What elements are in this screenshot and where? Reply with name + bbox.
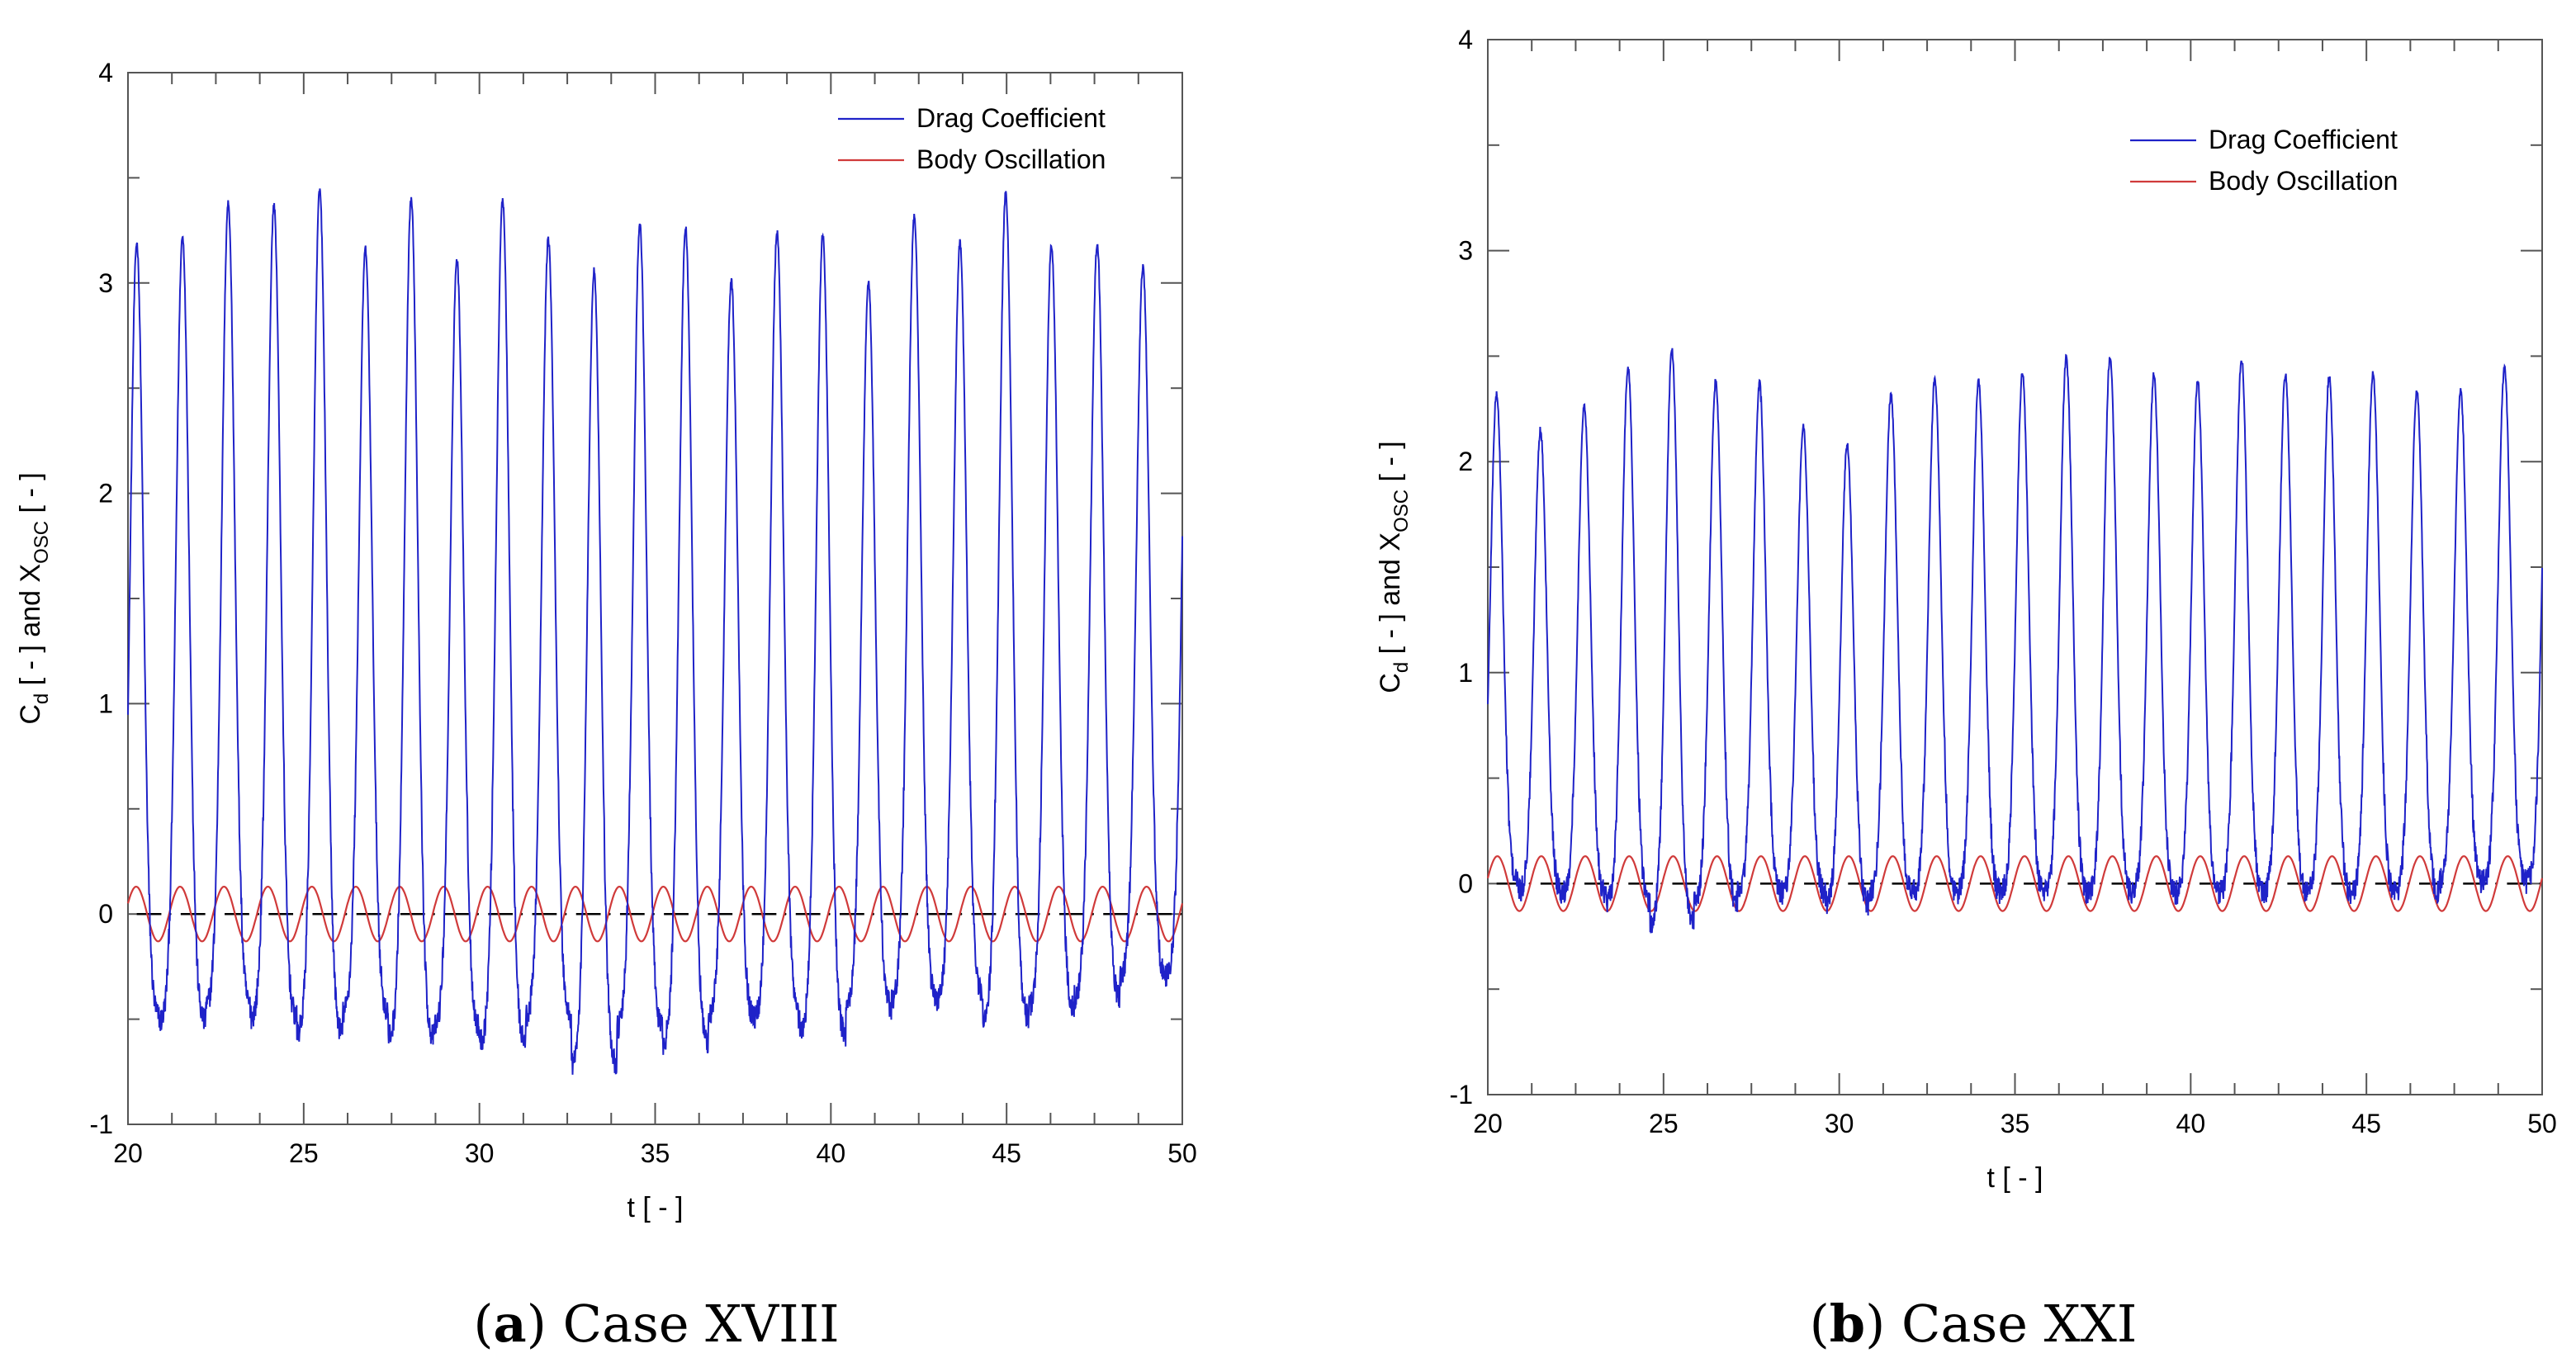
y-tick-label: 0 xyxy=(1458,868,1473,898)
caption-paren-open: ( xyxy=(473,1294,493,1354)
figure-caption: (a) Case XVIII xyxy=(473,1294,839,1354)
y-axis-label-part: C xyxy=(15,704,46,725)
y-axis-label-part: C xyxy=(1375,673,1406,693)
x-tick-label: 40 xyxy=(817,1138,846,1168)
legend: Drag Coefficient Body Oscillation xyxy=(2130,125,2398,196)
y-tick-label: 2 xyxy=(1458,447,1473,476)
x-tick-label: 25 xyxy=(289,1138,319,1168)
y-axis-label-part: [ - ] xyxy=(15,472,46,521)
x-tick-label: 50 xyxy=(1167,1138,1197,1168)
caption-paren-open: ( xyxy=(1810,1294,1830,1354)
chart-panel-a: -1 0 1 2 3 4 20 25 30 35 40 45 50 t [ - ] Cd [ - ] and… xyxy=(15,58,1197,1354)
series-drag-coefficient xyxy=(1487,348,2543,934)
legend-label-oscillation: Body Oscillation xyxy=(916,144,1106,174)
x-tick-label: 35 xyxy=(641,1138,670,1168)
caption-paren-close: ) xyxy=(527,1294,563,1354)
zero-reference-line xyxy=(136,912,1182,915)
y-axis-label-part: d xyxy=(31,693,53,704)
x-tick-label: 45 xyxy=(992,1138,1021,1168)
x-tick-label: 35 xyxy=(2001,1109,2030,1138)
y-tick-label: -1 xyxy=(1450,1080,1473,1109)
x-tick-label: 20 xyxy=(113,1138,143,1168)
legend-label-drag: Drag Coefficient xyxy=(2209,125,2398,154)
y-axis-label-part: [ - ] and X xyxy=(15,564,46,693)
y-axis-label-part: [ - ] xyxy=(1375,441,1406,490)
y-axis-label-part: d xyxy=(1390,662,1413,673)
caption-text: Case XVIII xyxy=(563,1294,840,1354)
legend: Drag Coefficient Body Oscillation xyxy=(838,103,1106,174)
x-tick-label: 30 xyxy=(465,1138,495,1168)
x-tick-label: 50 xyxy=(2527,1109,2557,1138)
y-axis-label: Cd [ - ] and XOSC [ - ] xyxy=(15,472,53,724)
x-tick-label: 25 xyxy=(1649,1109,1679,1138)
series-body-oscillation xyxy=(1486,855,2544,912)
legend-label-oscillation: Body Oscillation xyxy=(2209,166,2398,196)
zero-reference-line xyxy=(1496,882,2542,885)
y-axis-label-part: OSC xyxy=(1390,490,1413,532)
x-tick-label: 30 xyxy=(1825,1109,1854,1138)
caption-letter: a xyxy=(494,1294,527,1354)
legend-label-drag: Drag Coefficient xyxy=(916,103,1106,133)
y-tick-label: 0 xyxy=(98,899,113,929)
x-tick-label: 20 xyxy=(1473,1109,1503,1138)
series-body-oscillation xyxy=(126,885,1184,943)
y-tick-label: 1 xyxy=(98,688,113,718)
y-tick-label: 4 xyxy=(98,58,113,88)
x-tick-label: 45 xyxy=(2351,1109,2381,1138)
caption-paren-close: ) xyxy=(1865,1294,1901,1354)
y-tick-label: -1 xyxy=(90,1109,113,1139)
series-drag-coefficient xyxy=(127,188,1183,1075)
x-axis-label: t [ - ] xyxy=(627,1192,684,1223)
y-tick-label: 1 xyxy=(1458,658,1473,688)
chart-panel-b: -1 0 1 2 3 4 20 25 30 35 40 45 50 t [ - ] Cd [ - ] and… xyxy=(1375,25,2557,1354)
y-tick-label: 3 xyxy=(1458,236,1473,266)
caption-letter: b xyxy=(1830,1294,1865,1354)
caption-text: Case XXI xyxy=(1901,1294,2137,1354)
y-axis-label-part: [ - ] and X xyxy=(1375,532,1406,662)
x-axis-label: t [ - ] xyxy=(1987,1162,2043,1194)
y-tick-label: 2 xyxy=(98,479,113,509)
figure-caption: (b) Case XXI xyxy=(1810,1294,2138,1354)
y-axis-label-part: OSC xyxy=(31,521,53,564)
plot-frame xyxy=(1487,39,2543,1095)
y-tick-label: 3 xyxy=(98,268,113,298)
y-axis-label: Cd [ - ] and XOSC [ - ] xyxy=(1375,441,1413,693)
y-tick-label: 4 xyxy=(1458,25,1473,54)
x-tick-label: 40 xyxy=(2176,1109,2206,1138)
